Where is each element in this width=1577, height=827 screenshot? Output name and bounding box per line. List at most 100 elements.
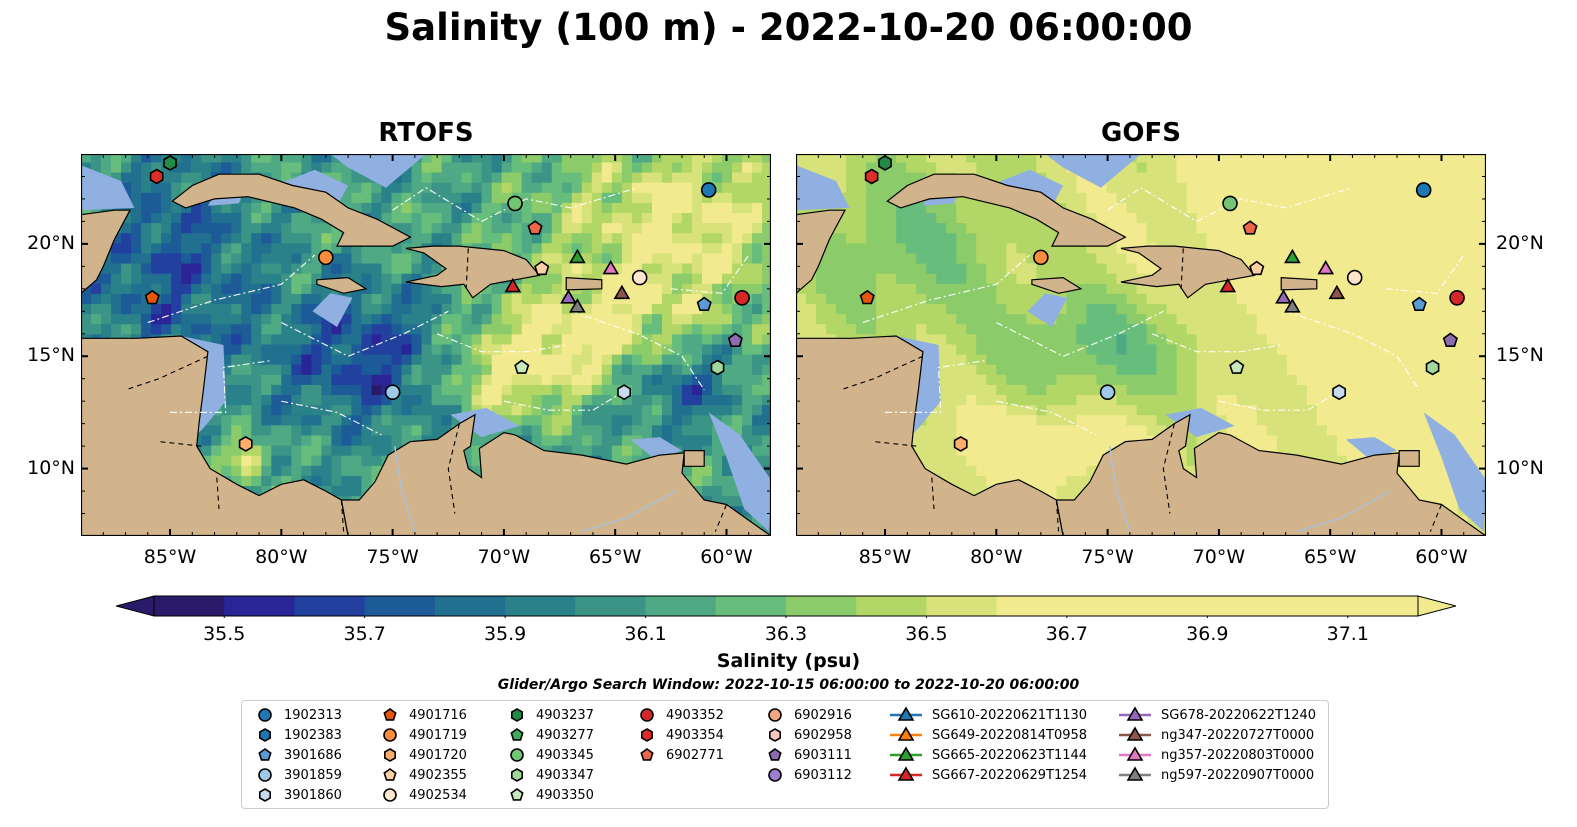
pentagon-marker-icon xyxy=(383,708,397,721)
circle-marker-icon xyxy=(383,728,397,742)
rtofs-map xyxy=(81,154,771,536)
country-border xyxy=(1180,248,1184,289)
legend-item: ng347-20220727T0000 xyxy=(1117,725,1314,745)
shelf-area xyxy=(896,336,941,435)
eez-boundary xyxy=(996,400,1097,436)
obs-marker-ng357-20220803T0000 xyxy=(1317,260,1335,275)
legend-label: SG610-20220621T1130 xyxy=(932,707,1088,723)
land-mass xyxy=(683,450,705,467)
lon-tick-label: 85°W xyxy=(858,546,912,568)
legend-item: 6902916 xyxy=(764,705,852,725)
obs-marker-SG678-20220622T1240 xyxy=(560,289,577,304)
triangle-marker-icon xyxy=(890,766,922,781)
legend-label: 6903111 xyxy=(794,747,852,763)
eez-boundary xyxy=(1385,254,1465,294)
legend-label: 4901716 xyxy=(409,707,467,723)
lat-tick-label-right: 20°N xyxy=(1496,231,1544,254)
obs-marker-4903354 xyxy=(864,168,879,185)
colorbar-segment xyxy=(1137,596,1208,616)
legend-label: 6903112 xyxy=(794,767,852,783)
shelf-area xyxy=(796,165,850,211)
obs-marker-3901686 xyxy=(696,296,712,311)
legend-item: 4901716 xyxy=(379,705,467,725)
circle-marker-icon xyxy=(768,768,782,782)
country-border xyxy=(447,423,460,514)
triangle-marker-icon xyxy=(1119,746,1151,761)
lat-tick-label-left: 10°N xyxy=(27,456,75,479)
circle-marker-icon xyxy=(258,768,272,782)
country-border xyxy=(158,441,202,447)
figure-title: Salinity (100 m) - 2022-10-20 06:00:00 xyxy=(384,6,1193,49)
shelf-area xyxy=(708,412,771,532)
hexagon-marker-icon xyxy=(511,768,524,782)
legend-item: 4901719 xyxy=(379,725,467,745)
legend-label: 3901686 xyxy=(284,747,342,763)
shelf-area xyxy=(450,407,520,438)
legend-label: 3901860 xyxy=(284,787,342,803)
legend-label: SG678-20220622T1240 xyxy=(1161,707,1317,723)
obs-marker-3901859 xyxy=(384,384,401,400)
obs-marker-4903354 xyxy=(149,168,164,185)
colorbar-segment xyxy=(1066,596,1138,616)
colorbar-tick-label: 36.5 xyxy=(905,623,948,645)
obs-marker-ng347-20220727T0000 xyxy=(613,284,631,300)
obs-marker-4902355 xyxy=(1249,260,1265,276)
colorbar-tick-label: 36.1 xyxy=(624,623,667,645)
colorbar-segment xyxy=(715,596,787,616)
colorbar-segment xyxy=(786,596,857,616)
obs-marker-SG667-20220629T1254 xyxy=(504,277,522,293)
legend-item: 4902534 xyxy=(379,785,467,805)
legend-label: 4902534 xyxy=(409,787,467,803)
obs-marker-4903345 xyxy=(507,195,523,212)
colorbar-segment xyxy=(926,596,998,616)
legend-label: 4902355 xyxy=(409,767,467,783)
hexagon-marker-icon xyxy=(259,728,272,742)
shelf-area xyxy=(1027,293,1068,327)
legend-item: SG667-20220629T1254 xyxy=(888,765,1087,785)
colorbar-segment xyxy=(154,596,225,616)
colorbar-extend-low xyxy=(116,595,155,617)
obs-marker-6903111 xyxy=(727,332,743,347)
eez-boundary xyxy=(281,400,382,436)
legend-label: 4901719 xyxy=(409,727,467,743)
hexagon-marker-icon xyxy=(384,748,397,762)
obs-marker-4903352 xyxy=(734,290,750,306)
legend-item: 1902313 xyxy=(254,705,342,725)
colorbar-segment xyxy=(856,596,927,616)
obs-marker-4901719 xyxy=(1033,249,1049,266)
shelf-area xyxy=(312,293,353,327)
triangle-marker-icon xyxy=(890,706,922,721)
legend-label: 6902916 xyxy=(794,707,852,723)
legend-item: 4903345 xyxy=(506,745,594,765)
colorbar-tick-label: 36.7 xyxy=(1045,623,1089,645)
river xyxy=(581,490,676,533)
obs-marker-3901860 xyxy=(1332,384,1347,401)
eez-boundary xyxy=(885,360,986,413)
legend-item: 4903237 xyxy=(506,705,594,725)
obs-marker-4901719 xyxy=(318,249,334,266)
land-mass xyxy=(565,276,603,291)
legend-label: ng597-20220907T0000 xyxy=(1161,767,1315,783)
land-mass xyxy=(1031,276,1083,294)
legend-label: 4903350 xyxy=(536,787,594,803)
lon-tick-label: 70°W xyxy=(1192,546,1246,568)
country-border xyxy=(1429,504,1443,532)
legend-item: 4903354 xyxy=(636,725,724,745)
gofs-panel-title: GOFS xyxy=(1101,118,1181,148)
gofs-map xyxy=(796,154,1486,536)
colorbar-segment xyxy=(1277,596,1349,616)
shelf-area xyxy=(1165,407,1235,438)
obs-marker-4903347 xyxy=(1425,359,1440,376)
legend-label: 1902383 xyxy=(284,727,342,743)
colorbar-tick-label: 36.9 xyxy=(1186,623,1229,645)
river xyxy=(1109,445,1131,532)
obs-marker-3901686 xyxy=(1411,296,1427,311)
shelf-area xyxy=(1045,154,1141,188)
shelf-area xyxy=(330,154,426,188)
land-mass xyxy=(340,413,771,536)
legend-label: 4903277 xyxy=(536,727,594,743)
river xyxy=(394,445,416,532)
legend-item: SG665-20220623T1144 xyxy=(888,745,1087,765)
legend-item: 1902383 xyxy=(254,725,342,745)
lon-tick-label: 75°W xyxy=(1081,546,1134,568)
